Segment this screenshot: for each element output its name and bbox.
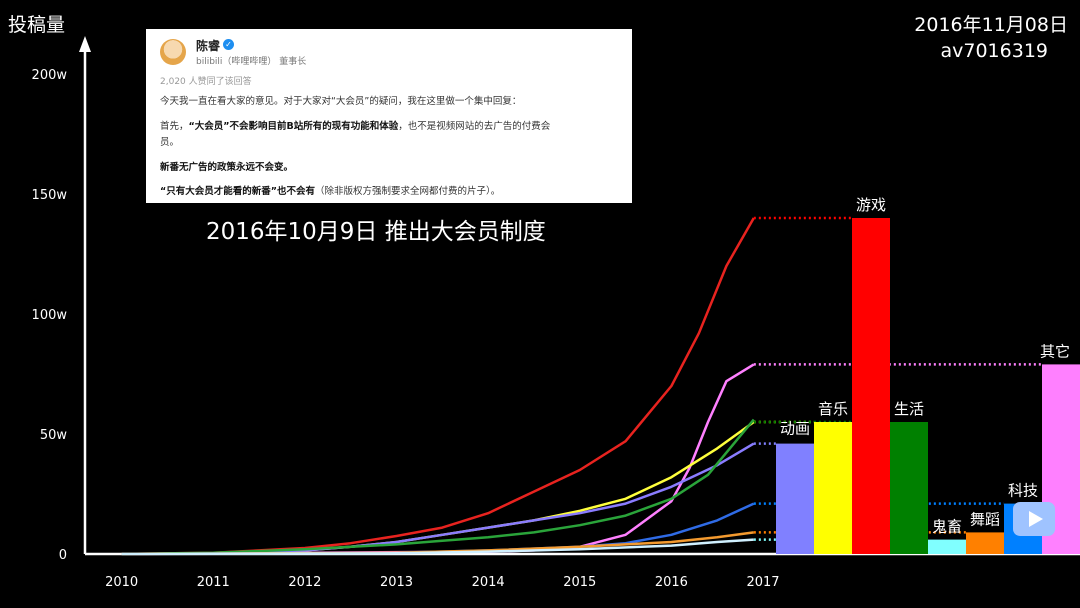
x-tick-label: 2010 — [105, 575, 138, 590]
quote-line-4: 新番无广告的政策永远不会变。 — [160, 162, 294, 173]
bar-label-1: 音乐 — [818, 400, 848, 418]
y-tick-label: 100w — [32, 308, 68, 323]
video-id-label: av7016319 — [940, 40, 1048, 62]
quote-line-3: 员。 — [160, 137, 180, 148]
bar-label-3: 生活 — [894, 400, 924, 418]
date-label: 2016年11月08日 — [914, 14, 1068, 36]
quote-likes: 2,020 人赞同了该回答 — [160, 77, 252, 87]
play-icon — [1013, 502, 1055, 536]
quote-author-org: bilibili（哔哩哔哩） 董事长 — [196, 57, 307, 67]
bar-3 — [890, 422, 928, 554]
series-lines — [121, 217, 755, 556]
bar-label-6: 科技 — [1008, 482, 1038, 500]
x-tick-label: 2014 — [472, 575, 505, 590]
y-tick-label: 50w — [40, 428, 68, 443]
quote-author-name: 陈睿 — [196, 39, 221, 53]
quote-line-5b: （除非版权方强制要求全网都付费的片子）。 — [315, 186, 501, 197]
x-tick-label: 2012 — [288, 575, 321, 590]
bar-0 — [776, 443, 814, 554]
quote-line-2c: ，也不是视频网站的去广告的付费会 — [398, 121, 551, 132]
series-line-7 — [121, 538, 754, 556]
x-tick-label: 2011 — [197, 575, 230, 590]
avatar — [160, 39, 186, 65]
quote-line-2b: “大会员”不会影响目前B站所有的现有功能和体验 — [188, 121, 399, 132]
y-axis-label: 投稿量 — [8, 14, 66, 36]
y-tick-label: 200w — [32, 68, 68, 83]
bar-label-0: 动画 — [780, 420, 810, 438]
series-line-1 — [121, 363, 755, 556]
x-tick-label: 2017 — [746, 575, 779, 590]
headline: 2016年10月9日 推出大会员制度 — [206, 219, 546, 245]
verified-icon: ✓ — [223, 39, 234, 50]
bar-label-2: 游戏 — [856, 196, 886, 214]
bar-label-7: 其它 — [1040, 342, 1070, 360]
chart-axes: 0 50w 100w 150w 200w 2010 2011 2012 2013 2014 2015… — [32, 36, 1080, 590]
bar-2 — [852, 218, 890, 554]
series-line-4 — [121, 418, 755, 556]
y-axis-arrow — [79, 36, 91, 52]
y-tick-label: 0 — [59, 548, 67, 563]
quote-line-1: 今天我一直在看大家的意见。对于大家对“大会员”的疑问，我在这里做一个集中回复： — [160, 96, 522, 107]
quote-line-5: “只有大会员才能看的新番”也不会有（除非版权方强制要求全网都付费的片子）。 — [160, 183, 500, 197]
quote-line-2: 首先，“大会员”不会影响目前B站所有的现有功能和体验，也不是视频网站的去广告的付… — [160, 118, 550, 132]
quote-card: 陈睿 ✓ bilibili（哔哩哔哩） 董事长 2,020 人赞同了该回答 今天… — [146, 29, 632, 203]
x-tick-label: 2015 — [563, 575, 596, 590]
bar-label-4: 鬼畜 — [932, 518, 962, 536]
bar-1 — [814, 422, 852, 554]
bar-4 — [928, 539, 966, 554]
x-tick-label: 2016 — [655, 575, 688, 590]
y-tick-label: 150w — [32, 188, 68, 203]
quote-line-2a: 首先， — [160, 121, 189, 132]
bar-label-5: 舞蹈 — [970, 510, 1000, 528]
quote-line-5a: “只有大会员才能看的新番”也不会有 — [160, 186, 315, 197]
series-line-2 — [121, 420, 755, 556]
bar-5 — [966, 532, 1004, 554]
x-tick-label: 2013 — [380, 575, 413, 590]
